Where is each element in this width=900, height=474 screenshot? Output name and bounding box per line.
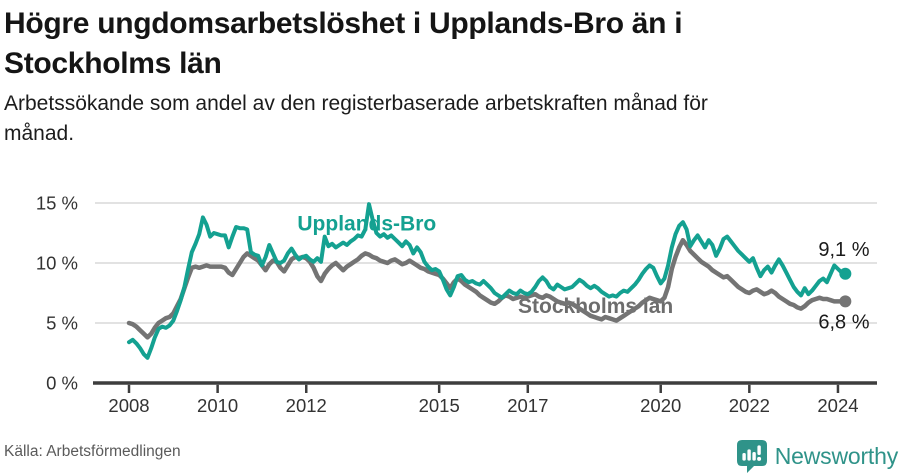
x-axis-tick-label: 2012 — [286, 395, 327, 416]
y-axis-tick-label: 0 % — [46, 373, 78, 394]
x-axis-tick-label: 2022 — [729, 395, 770, 416]
x-axis-tick-label: 2008 — [108, 395, 149, 416]
y-axis-tick-label: 5 % — [46, 313, 78, 334]
source-note: Källa: Arbetsförmedlingen — [4, 443, 181, 460]
x-axis-tick-label: 2010 — [197, 395, 238, 416]
x-axis-tick-label: 2015 — [419, 395, 460, 416]
page-title: Högre ungdomsarbetslöshet i Upplands-Bro… — [4, 4, 884, 84]
unemployment-line-chart: 2008 2010 2012 2015 2017 2020 2022 2024 0 % 5 % 10… — [0, 178, 900, 430]
y-axis-tick-label: 10 % — [36, 253, 78, 274]
series-line-upplands-bro — [127, 202, 848, 360]
series-end-dot-stockholms-l-n — [839, 295, 852, 308]
page-subtitle-line-1: Arbetssökande som andel av den registerb… — [4, 92, 708, 115]
newsworthy-bubble-chart-icon — [736, 439, 767, 473]
newsworthy-logo[interactable]: Newsworthy — [736, 439, 898, 473]
page-title-line-2: Stockholms län — [4, 47, 222, 80]
x-axis-tick-label: 2024 — [817, 395, 858, 416]
newsworthy-logo-text: Newsworthy — [774, 442, 898, 469]
series-line-stockholms-l-n — [126, 237, 848, 340]
x-axis-tick-label: 2017 — [507, 395, 548, 416]
y-axis-tick-label: 15 % — [36, 193, 78, 214]
page-subtitle-line-2: månad. — [4, 122, 75, 145]
page-title-line-1: Högre ungdomsarbetslöshet i Upplands-Bro… — [4, 7, 683, 40]
series-end-dot-upplands-bro — [839, 267, 852, 280]
page-subtitle: Arbetssökande som andel av den registerb… — [4, 89, 864, 149]
chart-canvas: 2008 2010 2012 2015 2017 2020 2022 2024 0 % 5 % 10… — [36, 193, 877, 416]
series-end-value-upplands-bro: 9,1 % — [818, 239, 869, 261]
x-axis-tick-label: 2020 — [640, 395, 681, 416]
series-end-value-stockholms-l-n: 6,8 % — [818, 311, 869, 333]
